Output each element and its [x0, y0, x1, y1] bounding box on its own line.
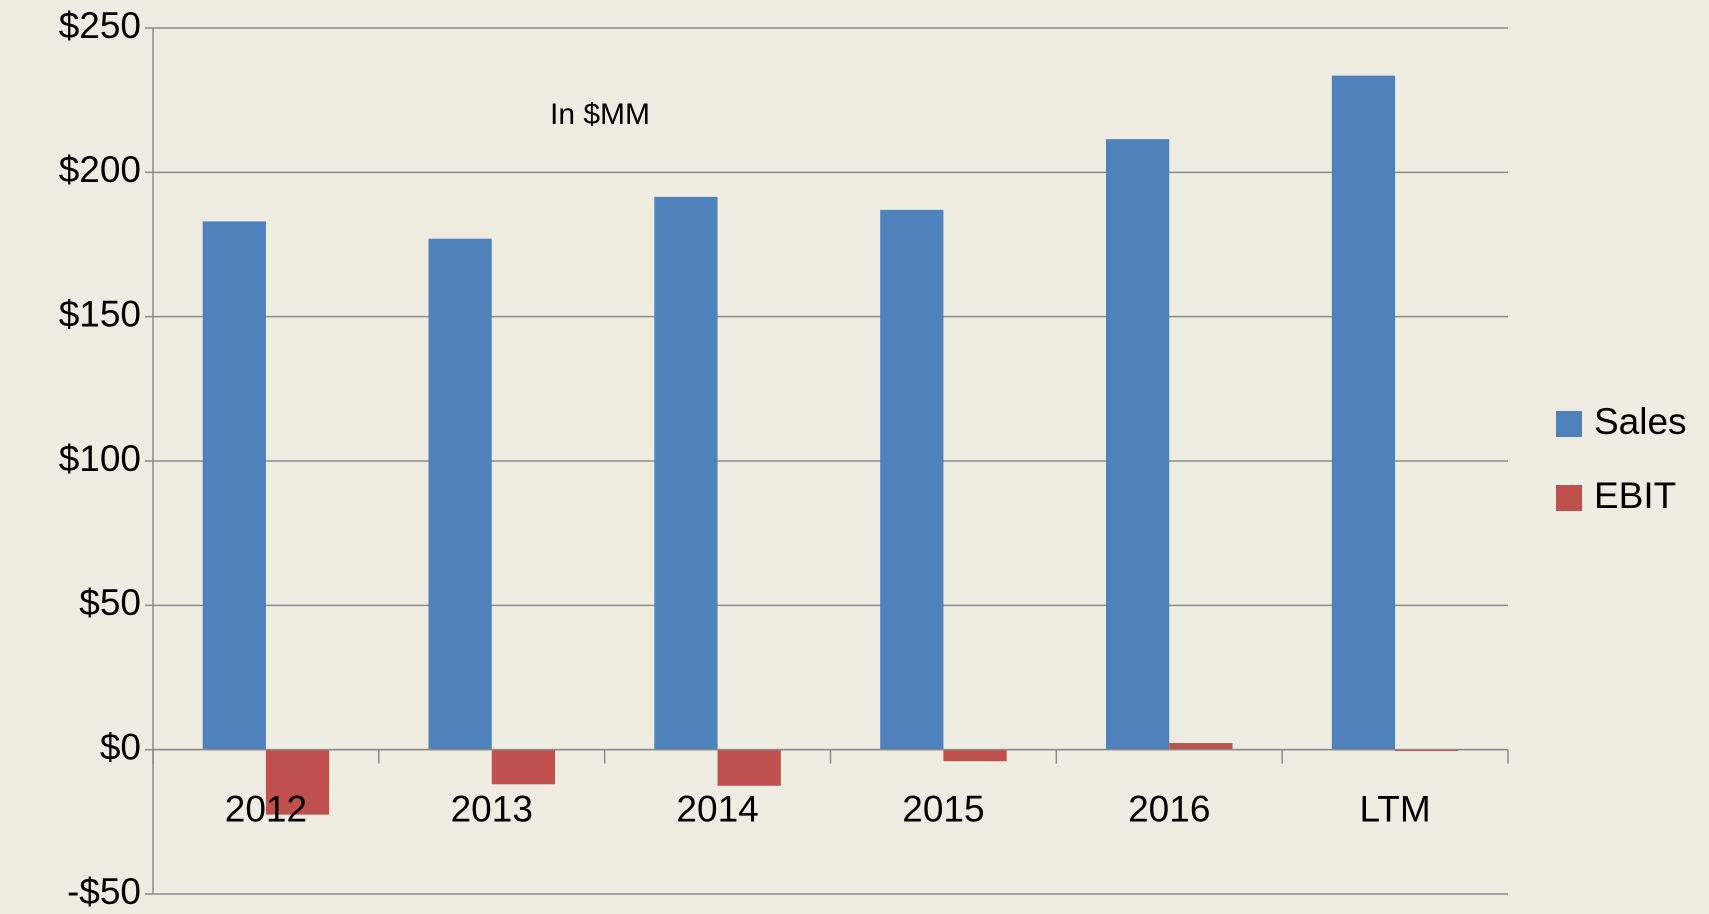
y-tick-label: -$50 [67, 871, 141, 912]
legend-swatch [1556, 411, 1582, 437]
annotation: In $MM [550, 98, 650, 131]
legend-swatch [1556, 485, 1582, 511]
y-tick-label: $150 [59, 293, 141, 334]
x-tick-label: 2015 [902, 788, 984, 829]
x-tick-label: 2014 [676, 788, 758, 829]
x-tick-label: 2012 [225, 788, 307, 829]
bar [654, 196, 718, 750]
y-tick-label: $250 [59, 5, 141, 46]
y-tick-label: $50 [79, 582, 141, 623]
y-tick-label: $0 [100, 726, 141, 767]
bar [428, 238, 492, 750]
legend-label: Sales [1594, 401, 1687, 442]
y-tick-label: $100 [59, 438, 141, 479]
bar [491, 749, 555, 785]
bar [880, 209, 944, 750]
bar [1331, 75, 1396, 750]
bar [265, 749, 330, 815]
x-tick-label: 2013 [451, 788, 533, 829]
bar [202, 221, 266, 750]
bar [943, 749, 1007, 762]
x-tick-label: LTM [1359, 788, 1430, 829]
bar [717, 749, 781, 786]
bar [1169, 743, 1233, 750]
bar [1106, 139, 1170, 750]
x-tick-label: 2016 [1128, 788, 1210, 829]
legend-label: EBIT [1594, 475, 1676, 516]
y-tick-label: $200 [59, 149, 141, 190]
